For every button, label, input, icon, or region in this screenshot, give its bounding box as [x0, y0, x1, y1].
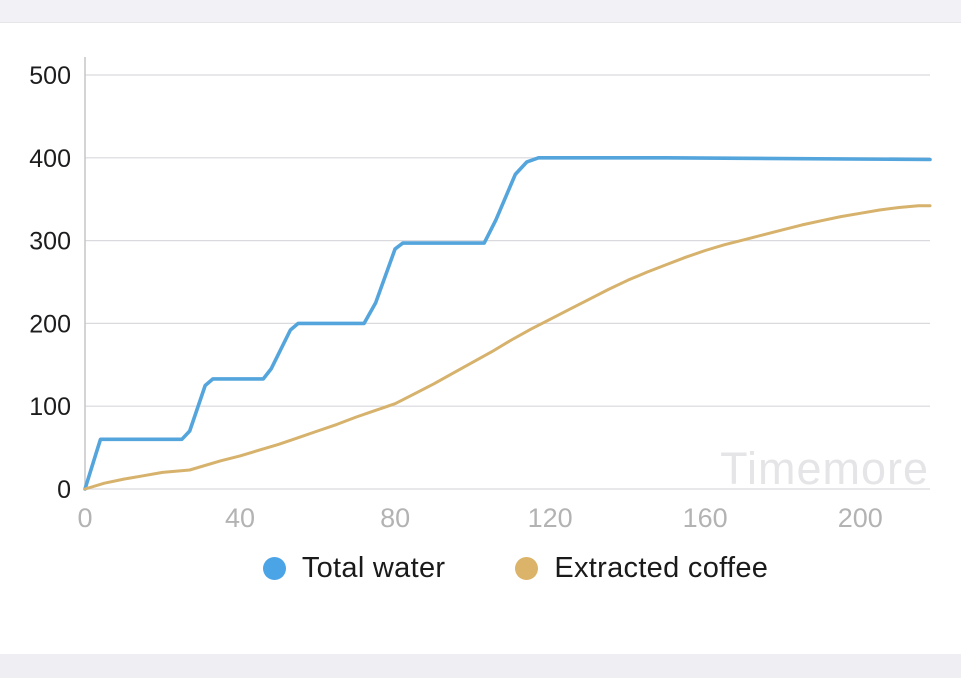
legend-label-extracted-coffee: Extracted coffee: [554, 552, 769, 584]
bottom-strip: [0, 654, 961, 678]
brew-line-chart: 0 100 200 300 400 500 0 40 80 120 160 200: [29, 57, 932, 533]
legend-dot-extracted-coffee-icon: [515, 557, 539, 580]
svg-text:200: 200: [838, 503, 883, 533]
svg-text:300: 300: [29, 228, 71, 256]
chart-legend: Total water Extracted coffee: [0, 552, 961, 585]
legend-item-extracted-coffee: Extracted coffee: [515, 552, 768, 585]
svg-text:160: 160: [683, 503, 728, 533]
svg-text:400: 400: [29, 145, 71, 173]
top-strip: [0, 0, 961, 23]
svg-text:0: 0: [77, 503, 92, 533]
legend-dot-total-water-icon: [262, 557, 286, 580]
watermark-text: Timemore: [720, 443, 929, 494]
svg-text:40: 40: [225, 503, 255, 533]
svg-text:120: 120: [528, 503, 573, 533]
legend-label-total-water: Total water: [301, 552, 446, 584]
svg-text:0: 0: [57, 476, 71, 504]
svg-text:500: 500: [29, 62, 71, 90]
svg-text:200: 200: [29, 310, 71, 338]
svg-text:100: 100: [29, 393, 71, 421]
legend-item-total-water: Total water: [262, 552, 446, 585]
svg-text:80: 80: [380, 503, 410, 533]
